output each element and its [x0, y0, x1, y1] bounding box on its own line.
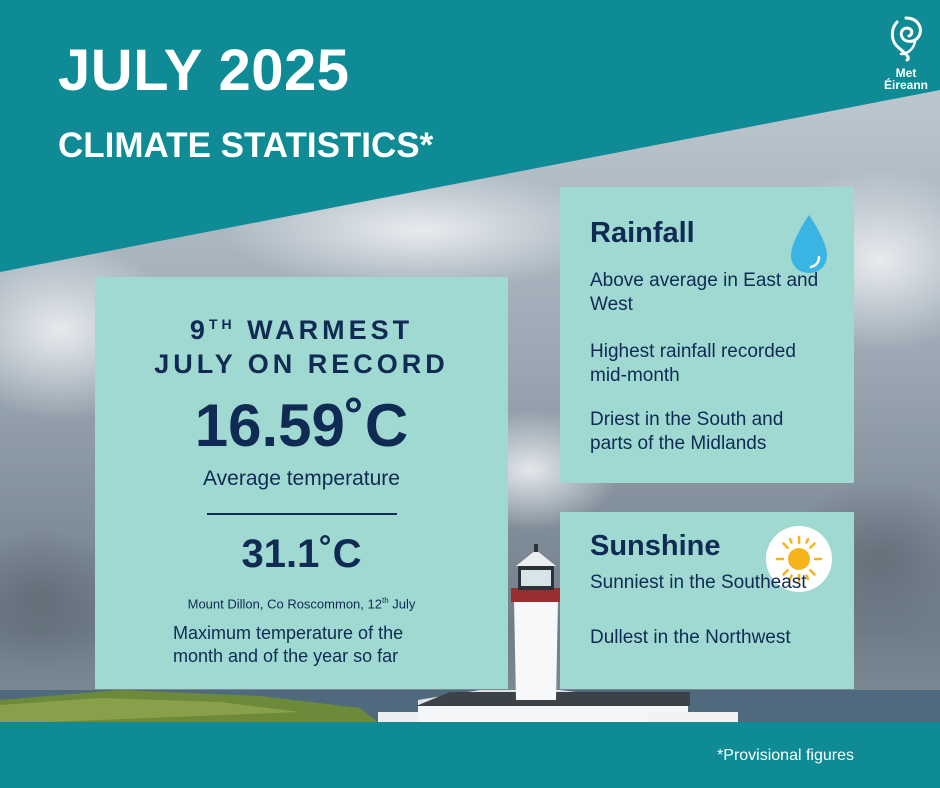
- sunshine-card: Sunshine Sunniest in the Southeast Dulle…: [560, 512, 854, 689]
- temperature-card: 9TH WARMEST JULY ON RECORD 16.59˚C Avera…: [95, 277, 508, 689]
- water-drop-icon: [791, 215, 827, 273]
- rainfall-item-2: Highest rainfall recorded mid-month: [590, 341, 796, 386]
- divider: [207, 513, 397, 515]
- provisional-footnote: *Provisional figures: [717, 747, 854, 764]
- rank-number: 9: [189, 315, 209, 345]
- max-location-suffix: th: [381, 596, 389, 605]
- logo-text-met: Met: [895, 66, 917, 80]
- max-location-end: July: [388, 596, 416, 612]
- met-eireann-logo: Met Éireann: [882, 12, 930, 92]
- rank-rest: WARMEST: [247, 315, 414, 345]
- rank-suffix: TH: [208, 316, 236, 332]
- max-temperature-value: 31.1˚C: [241, 532, 362, 576]
- met-eireann-swirl-logo-icon: [890, 16, 922, 62]
- max-temperature-location: Mount Dillon, Co Roscommon, 12th July: [95, 596, 508, 611]
- rainfall-title: Rainfall: [590, 217, 695, 249]
- sun-icon: [766, 526, 832, 592]
- temperature-rank: 9TH WARMEST JULY ON RECORD: [95, 307, 508, 381]
- average-temperature-value: 16.59˚C: [194, 392, 409, 459]
- rainfall-item-1: Above average in East and West: [590, 270, 819, 315]
- rainfall-card: Rainfall Above average in East and West …: [560, 187, 854, 483]
- page-subtitle: CLIMATE STATISTICS*: [58, 126, 434, 165]
- rainfall-item-3: Driest in the South and parts of the Mid…: [590, 409, 784, 454]
- footer-bar: [0, 722, 940, 788]
- logo-text-eireann: Éireann: [883, 78, 928, 92]
- sunshine-item-2: Dullest in the Northwest: [590, 627, 791, 648]
- rank-line2: JULY ON RECORD: [154, 349, 449, 379]
- sunshine-item-1: Sunniest in the Southeast: [590, 572, 807, 593]
- sunshine-title: Sunshine: [590, 530, 721, 562]
- max-location-prefix: Mount Dillon, Co Roscommon, 12: [187, 596, 382, 612]
- page-title: JULY 2025: [58, 38, 350, 103]
- average-temperature-label: Average temperature: [203, 467, 400, 490]
- max-temperature-description: Maximum temperature of the month and of …: [173, 623, 404, 666]
